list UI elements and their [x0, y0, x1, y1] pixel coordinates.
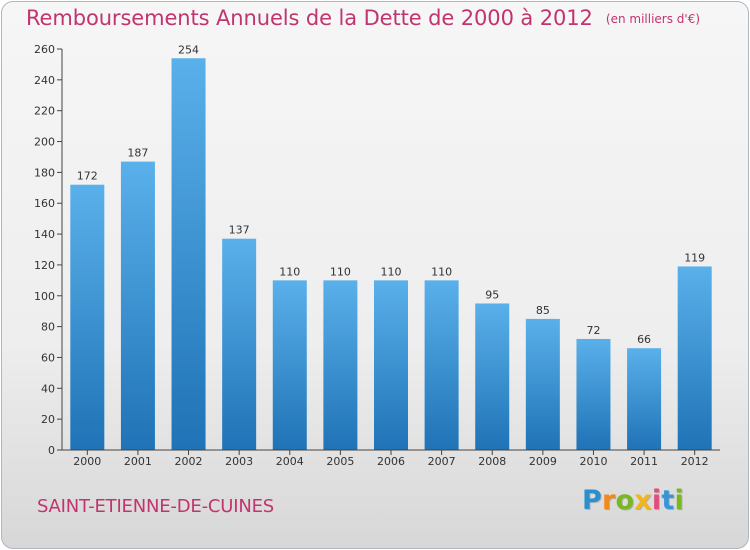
data-label: 110	[330, 265, 351, 278]
bar-2000	[70, 184, 105, 450]
data-label: 66	[637, 333, 651, 346]
y-tick-label: 0	[48, 444, 55, 457]
y-tick-label: 60	[41, 351, 55, 364]
bar-2004	[272, 280, 307, 450]
y-tick-label: 260	[34, 43, 55, 56]
bar-2002	[171, 58, 206, 450]
x-tick-label: 2004	[276, 455, 304, 468]
bar-2008	[475, 303, 510, 450]
y-tick-label: 160	[34, 197, 55, 210]
bar-2001	[120, 161, 155, 451]
bar-2005	[323, 280, 358, 450]
bar-2006	[374, 280, 408, 450]
bar-2007	[424, 280, 459, 450]
data-label: 254	[178, 43, 199, 56]
x-tick-label: 2005	[326, 455, 354, 468]
data-label: 85	[536, 304, 550, 317]
x-tick-label: 2007	[428, 455, 456, 468]
y-tick-label: 20	[41, 413, 55, 426]
bar-2010	[576, 338, 611, 450]
x-tick-label: 2011	[630, 455, 658, 468]
bars	[70, 58, 712, 451]
x-tick-label: 2012	[681, 455, 709, 468]
data-label: 95	[485, 288, 499, 301]
x-tick-label: 2003	[225, 455, 253, 468]
x-tick-label: 2002	[175, 455, 203, 468]
y-tick-label: 40	[41, 382, 55, 395]
commune-name: SAINT-ETIENNE-DE-CUINES	[37, 496, 274, 517]
chart-title-row: Remboursements Annuels de la Dette de 20…	[26, 6, 700, 36]
data-label: 110	[279, 265, 300, 278]
chart-title: Remboursements Annuels de la Dette de 20…	[26, 6, 593, 30]
x-tick-label: 2006	[377, 455, 405, 468]
y-tick-label: 180	[34, 166, 55, 179]
bar-2011	[627, 348, 662, 450]
y-axis-ticks: 0 20 40 60 80 100 120 140 160 180 200 220 240 260	[34, 43, 62, 457]
y-tick-label: 80	[41, 321, 55, 334]
x-tick-label: 2001	[124, 455, 152, 468]
y-tick-label: 120	[34, 259, 55, 272]
x-tick-label: 2009	[529, 455, 557, 468]
data-labels: 172 187 254 137 110 110 110 110 95 85 72 66 119	[77, 43, 705, 346]
proxiti-logo: Proxiti	[582, 485, 684, 516]
data-label: 110	[431, 265, 452, 278]
data-label: 119	[684, 251, 705, 264]
x-axis-ticks: 2000 2001 2002 2003 2004 2005 2006 2007 2008 2009…	[73, 450, 709, 468]
y-tick-label: 100	[34, 290, 55, 303]
bar-2012	[677, 266, 712, 450]
y-tick-label: 220	[34, 105, 55, 118]
bar-2003	[222, 238, 257, 450]
x-tick-label: 2010	[579, 455, 607, 468]
data-label: 110	[381, 265, 402, 278]
data-label: 137	[229, 224, 250, 237]
y-tick-label: 140	[34, 228, 55, 241]
data-label: 187	[127, 147, 148, 160]
x-tick-label: 2008	[478, 455, 506, 468]
y-tick-label: 200	[34, 136, 55, 149]
data-label: 72	[586, 324, 600, 337]
x-tick-label: 2000	[73, 455, 101, 468]
bar-2009	[525, 318, 560, 450]
y-tick-label: 240	[34, 74, 55, 87]
chart-unit-label: (en milliers d'€)	[605, 12, 701, 26]
data-label: 172	[77, 170, 98, 183]
